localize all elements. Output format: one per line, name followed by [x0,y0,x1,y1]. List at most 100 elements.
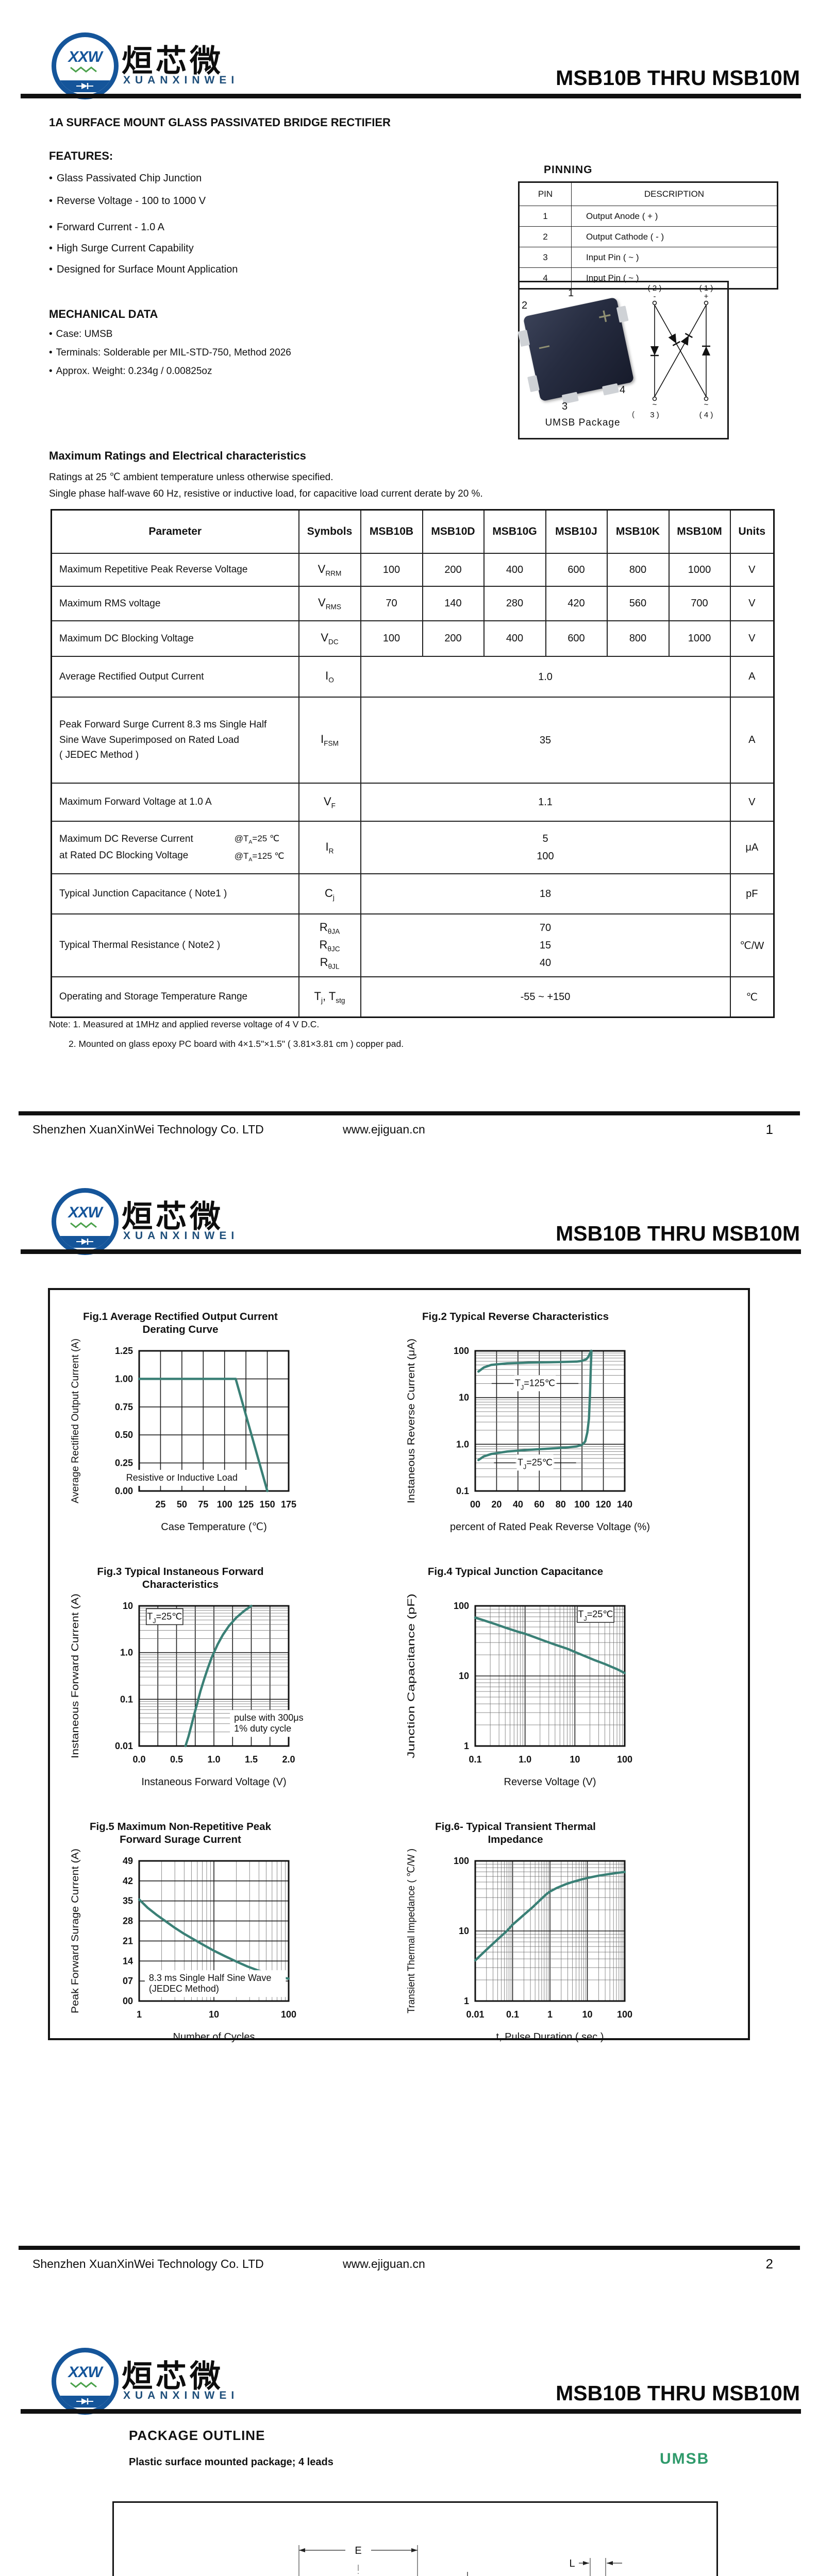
schematic-label: 3 ) [650,411,659,419]
ratings-unit: ℃ [729,976,775,1018]
ratings-value: 700 [668,586,731,621]
figures-box [48,1288,750,2040]
feature-text: Forward Current - 1.0 A [57,222,164,233]
x-tick-label: 1.0 [519,1754,531,1765]
annotation-text: Resistive or Inductive Load [126,1472,238,1483]
package-photo: + − [517,295,640,416]
x-tick-label: 0.5 [170,1754,183,1765]
logo-letters: XXW [68,1204,102,1221]
ratings-unit: V [729,553,775,587]
ratings-header-cell: MSB10J [545,509,608,554]
x-tick-label: 150 [260,1499,275,1510]
y-axis-label: Instaneous Forward Current (A) [70,1594,81,1758]
ratings-unit: pF [729,873,775,914]
ratings-parameter: Maximum DC Blocking Voltage [51,620,299,657]
y-tick-label: 1.0 [456,1439,469,1449]
mech-item: • Approx. Weight: 0.234g / 0.00825oz [49,366,212,377]
figure-chart-fig5: 1 10 100 00 07 14 21 28 35 42 49 Number of Cycles Pe… [70,1849,296,2043]
y-tick-label: 1 [464,1996,469,2006]
ratings-symbol: Cj [298,873,361,914]
diode-icon [668,333,680,346]
annotation-text: 1% duty cycle [234,1723,291,1734]
ratings-parameter: Maximum DC Reverse Current at Rated DC Bl… [51,821,299,874]
x-tick-label: 0.1 [506,2009,519,2020]
schematic-label: ~ [704,400,709,409]
parameter-line: at Rated DC Blocking Voltage [59,850,189,861]
bullet-icon: • [49,222,53,233]
annotation-bg [145,1608,183,1625]
value-line: 1.1 [538,796,553,808]
value-line: 1.0 [538,671,553,683]
photo-plus-mark: + [595,301,614,331]
ratings-row: Maximum RMS voltage VRMS 70 140 280 420 560 700… [51,586,775,621]
ratings-value-span: 70 15 40 [360,913,731,977]
ratings-parameter: Maximum RMS voltage [51,586,299,621]
symbol-line: VRMS [318,596,341,611]
brand-chinese: 烜芯微 [122,2359,224,2394]
y-tick-label: 0.25 [115,1458,133,1468]
annotation-text: TJ=25℃ [517,1457,553,1470]
ratings-symbol: Tj, Tstg [298,976,361,1018]
ratings-value: 100 [360,553,423,587]
feature-item: • High Surge Current Capability [49,243,194,255]
ratings-symbol: RθJA RθJC RθJL [298,913,361,977]
y-tick-label: 42 [123,1876,133,1886]
feature-item: • Reverse Voltage - 100 to 1000 V [49,195,206,207]
ratings-value-span: 1.0 [360,656,731,698]
ratings-row: Maximum DC Reverse Current at Rated DC Bl… [51,821,775,874]
note-line-1: Note: 1. Measured at 1MHz and applied re… [49,1019,320,1029]
x-tick-label: 100 [617,2009,632,2020]
footer-page-number: 1 [765,1122,773,1137]
package-outline-drawing: EbDLe∠ALL ROUNDCAE₁≡∨ⓂA [298,2545,622,2576]
symbol-line: RθJC [319,938,340,953]
symbol-line: IO [325,669,334,684]
x-tick-label: 2.0 [282,1754,295,1765]
symbol-line: VRRM [318,562,342,578]
pinning-header-cell: PIN [519,182,572,206]
figure-title: Fig.4 Typical Junction Capacitance [407,1565,624,1578]
series-curve [477,1349,593,1462]
brand-latin: XUANXINWEI [123,74,239,86]
schematic-label: ( 4 ) [699,411,713,419]
figure-title-line: Derating Curve [142,1324,219,1335]
parameter-line: Average Rectified Output Current [59,671,204,682]
symbol-line: RθJA [319,920,340,936]
logo-diode-icon [76,2398,93,2404]
figure-title-line: Fig.6- Typical Transient Thermal Impedan… [435,1821,596,1845]
bullet-icon: • [49,173,53,184]
ratings-value-span: 18 [360,873,731,914]
outline-box [112,2501,718,2576]
ratings-value: 800 [606,553,670,587]
annotation-bg [144,1970,286,1997]
ratings-header-row: Parameter Symbols MSB10B MSB10D MSB10G MSB10J… [51,509,775,554]
logo-letters: XXW [68,2364,102,2381]
pin-description: Input Pin ( ~ ) [571,267,778,289]
x-tick-label: 50 [177,1499,187,1510]
figure-title: Fig.2 Typical Reverse Characteristics [407,1310,624,1323]
x-tick-label: 100 [217,1499,232,1510]
pinning-row: 3 Input Pin ( ~ ) [519,247,778,268]
y-tick-label: 0.01 [115,1741,133,1751]
bullet-icon: • [49,329,53,340]
series-curve [474,1616,626,1674]
footer-company: Shenzhen XuanXinWei Technology Co. LTD [32,1123,264,1136]
y-tick-label: 1.0 [120,1648,133,1658]
ratings-header-cell: Parameter [51,509,299,554]
figure-title-line: Fig.3 Typical Instaneous Forward [97,1566,264,1578]
ratings-value: 600 [545,553,608,587]
x-axis-label: Instaneous Forward Voltage (V) [141,1776,286,1788]
logo-wave-icon [70,2382,97,2388]
package-lead [527,375,540,393]
x-tick-label: 0.0 [132,1754,145,1765]
parameter-line: Maximum Forward Voltage at 1.0 A [59,796,212,808]
plot-border [474,1605,626,1747]
mech-item: • Case: UMSB [49,329,112,340]
pinning-row: 4 Input Pin ( ~ ) [519,267,778,289]
x-tick-label: 25 [155,1499,165,1510]
package-outline-subtitle: Plastic surface mounted package; 4 leads [129,2456,333,2468]
ratings-condition-1: Ratings at 25 ℃ ambient temperature unle… [49,472,333,483]
package-lead [602,383,620,396]
annotation-bg [514,1375,556,1392]
schematic-label: - [654,292,656,301]
y-tick-label: 1.25 [115,1346,133,1356]
